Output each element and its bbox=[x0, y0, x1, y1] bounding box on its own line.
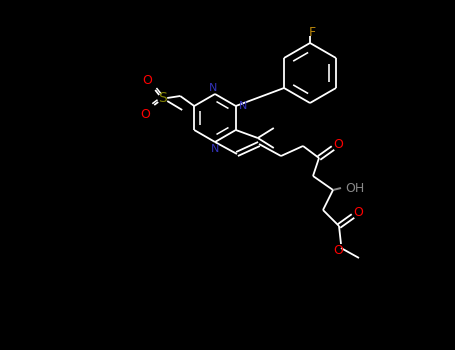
Text: F: F bbox=[308, 26, 316, 38]
Text: N: N bbox=[211, 144, 219, 154]
Text: N: N bbox=[238, 101, 247, 111]
Text: OH: OH bbox=[345, 182, 364, 195]
Text: O: O bbox=[333, 138, 343, 150]
Text: N: N bbox=[209, 83, 217, 93]
Text: O: O bbox=[333, 244, 343, 257]
Text: O: O bbox=[353, 205, 363, 218]
Text: O: O bbox=[142, 74, 152, 86]
Text: S: S bbox=[158, 91, 167, 105]
Text: O: O bbox=[140, 107, 150, 120]
